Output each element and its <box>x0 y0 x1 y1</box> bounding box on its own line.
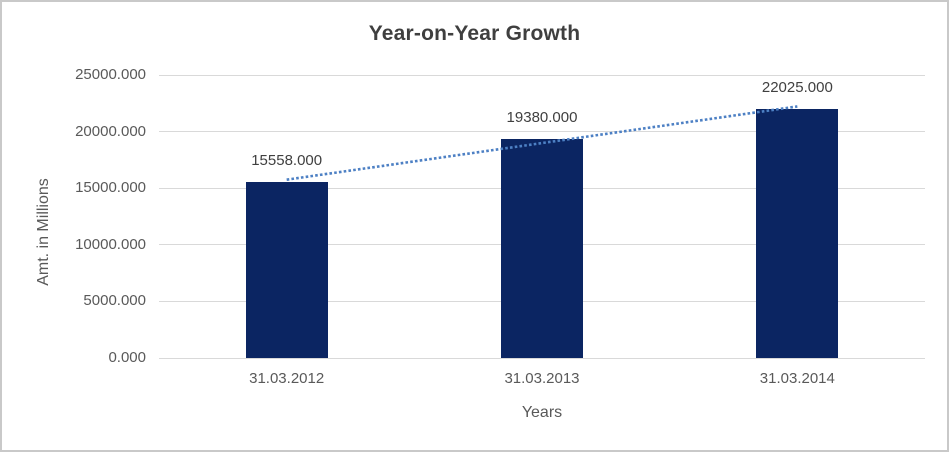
y-tick-label: 15000.000 <box>75 179 146 197</box>
x-tick-label: 31.03.2012 <box>249 370 325 387</box>
bar-31.03.2014 <box>756 108 839 358</box>
bar-31.03.2012 <box>245 181 328 358</box>
data-label: 22025.000 <box>761 78 833 96</box>
x-axis-line <box>159 357 925 359</box>
chart-title: Year-on-Year Growth <box>368 22 581 45</box>
y-tick-label: 10000.000 <box>75 235 146 253</box>
gridline <box>159 74 925 76</box>
y-tick-label: 0.000 <box>108 349 146 366</box>
data-label: 15558.000 <box>251 151 323 169</box>
y-tick-label: 25000.000 <box>75 66 146 83</box>
data-label: 19380.000 <box>506 108 578 126</box>
y-tick-label: 20000.000 <box>75 122 146 140</box>
bar-31.03.2013 <box>501 138 583 358</box>
x-tick-label: 31.03.2013 <box>504 370 580 387</box>
y-tick-label: 5000.000 <box>83 292 146 310</box>
x-tick-label: 31.03.2014 <box>759 370 835 387</box>
x-axis-title: Years <box>521 404 563 421</box>
